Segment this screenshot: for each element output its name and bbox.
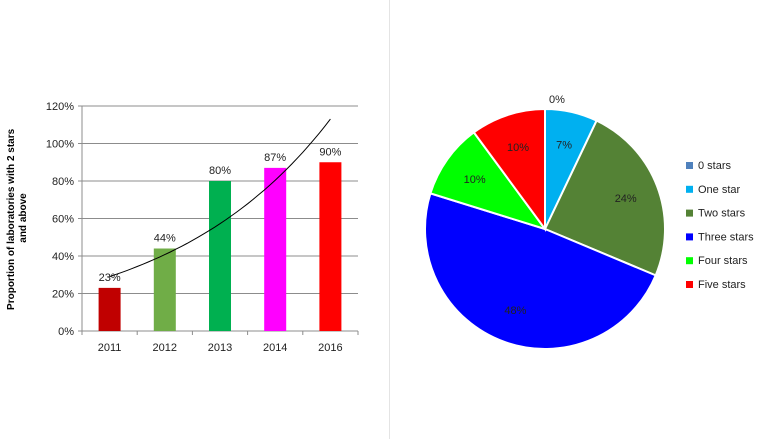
bar-data-label: 87% (264, 152, 286, 164)
x-tick-label: 2016 (318, 342, 342, 354)
legend-label: One star (698, 184, 741, 196)
bar-2012 (153, 248, 176, 331)
bar-2013 (209, 181, 231, 331)
trendline (109, 118, 331, 278)
legend-label: Three stars (698, 231, 754, 243)
bar-data-label: 90% (319, 146, 341, 158)
legend-swatch (686, 185, 693, 193)
pie-slice-five-stars (472, 107, 546, 233)
y-tick-label: 60% (52, 214, 74, 226)
x-tick-label: 2014 (263, 342, 287, 354)
x-tick-label: 2013 (208, 342, 232, 354)
y-axis-title-line2: and above (18, 193, 29, 243)
legend-swatch (686, 281, 693, 288)
pie-data-label: 10% (507, 142, 529, 154)
y-tick-label: 0% (58, 326, 74, 338)
x-tick-label: 2012 (153, 342, 177, 354)
bars (98, 162, 342, 331)
x-tick-label: 2011 (98, 342, 122, 354)
panel-divider (389, 0, 390, 439)
legend-swatch (686, 257, 693, 265)
bar-2014 (264, 167, 287, 331)
pie-slice-two-stars (543, 119, 666, 277)
pie-chart: 0% 7% 24% 48% 10% 10% 0 stars One star Two star… (424, 94, 754, 350)
pie-legend: 0 stars One star Two stars Three stars Four … (686, 160, 754, 291)
y-tick-label: 80% (52, 176, 74, 188)
pie-slice-four-stars (429, 130, 548, 231)
x-tick-labels: 2011 2012 2013 2014 2016 (98, 342, 343, 354)
bar-2011 (98, 287, 121, 331)
legend-swatch (686, 162, 693, 169)
pie-data-label: 0% (549, 94, 565, 106)
y-axis-title-line1: Proportion of laboratories with 2 stars (6, 128, 17, 310)
legend-label: Two stars (698, 208, 746, 220)
legend-label: Five stars (698, 279, 746, 291)
bar-data-label: 80% (209, 165, 231, 177)
y-tick-label: 20% (52, 289, 74, 301)
y-tick-label: 100% (46, 139, 74, 151)
pie-data-label: 48% (504, 305, 526, 317)
bar-2016 (319, 162, 342, 331)
bar-chart: 0%20%40%60%80%100%120% 2011 2012 2013 2014 2… (6, 101, 359, 354)
pie-data-label: 7% (556, 140, 572, 152)
legend-swatch (686, 209, 693, 217)
pie-slices (424, 107, 666, 350)
pie-slice-three-stars (424, 192, 657, 350)
pie-data-labels: 0% 7% 24% 48% 10% 10% (464, 94, 637, 317)
pie-data-label: 24% (615, 193, 637, 205)
legend-label: 0 stars (698, 160, 732, 172)
legend-swatch (686, 233, 693, 241)
y-tick-label: 40% (52, 251, 74, 263)
y-tick-labels: 0% 20% 40% 60% 80% 100% 120% (46, 101, 74, 338)
legend-label: Four stars (698, 255, 748, 267)
y-tick-label: 120% (46, 101, 74, 113)
y-axis-title: Proportion of laboratories with 2 stars … (6, 126, 29, 310)
bar-data-label: 44% (154, 233, 176, 245)
pie-data-label: 10% (464, 174, 486, 186)
